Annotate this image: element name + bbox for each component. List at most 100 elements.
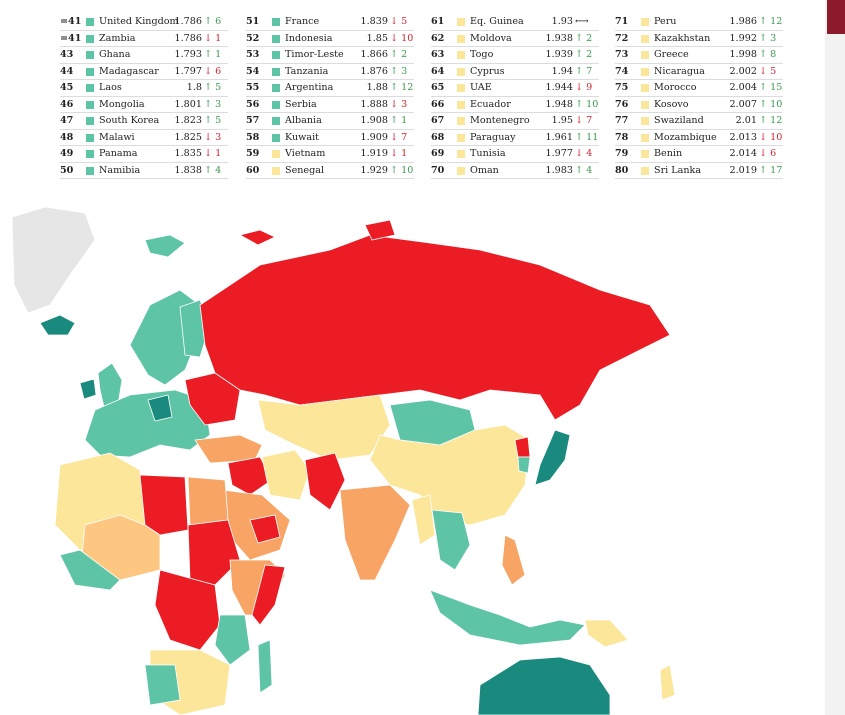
country-name: Kosovo [654,98,689,110]
rank-row: 73 Greece 1.998 ↑ 8 [615,47,783,64]
country-name: Cyprus [470,65,505,77]
score-value: 1.835 [174,148,202,159]
country-name: Kuwait [285,131,319,143]
arrow-up-icon: ↑ 2 [390,49,408,60]
score-value: 1.88 [366,82,388,93]
arrow-up-icon: ↑ 10 [390,164,414,176]
rank-number: 51 [246,16,260,27]
rank-column-3: 61 Eq. Guinea 1.93 ⟷ 62 Moldova 1.938 ↑ 2 63 Togo… [431,14,599,179]
rank-number: 65 [431,82,445,93]
score-value: 2.002 [729,65,757,77]
rank-row: 77 Swaziland 2.01 ↑ 12 [615,113,783,130]
rank-row: 53 Timor-Leste 1.866 ↑ 2 [246,47,414,64]
country-name: Swaziland [654,115,704,126]
arrow-up-icon: ↑ 12 [759,115,783,126]
rank-number: 58 [246,131,260,143]
country-name: Mozambique [654,131,717,143]
rank-row: 45 Laos 1.8 ↑ 5 [60,80,228,97]
rank-row: 46 Mongolia 1.801 ↑ 3 [60,97,228,113]
rank-column-4: 71 Peru 1.986 ↑ 12 72 Kazakhstan 1.992 ↑ 3 73 Gre… [615,14,783,179]
tier-swatch [457,150,465,158]
region-ireland [79,378,97,400]
region-indonesia [429,589,586,646]
tier-swatch [86,51,94,59]
rank-row: 79 Benin 2.014 ↓ 6 [615,146,783,163]
rank-row: 47 South Korea 1.823 ↑ 5 [60,113,228,130]
score-value: 2.004 [729,82,757,93]
tier-swatch [272,84,280,92]
tier-swatch [641,18,649,26]
tier-swatch [86,150,94,158]
tier-swatch [272,67,280,76]
tier-swatch [272,117,280,125]
country-name: Montenegro [470,115,530,126]
arrow-both-icon: ⟷ [575,16,589,27]
region-syria-iraq [227,456,273,496]
region-west-africa-coast [59,549,121,591]
tier-swatch [272,133,280,142]
region-yemen [249,514,281,544]
section-tab[interactable] [827,0,845,34]
rank-row: 67 Montenegro 1.95 ↓ 7 [431,113,599,130]
country-name: Madagascar [99,65,159,77]
tier-swatch [641,51,649,59]
region-myanmar [411,494,436,546]
region-greenland [11,206,96,314]
rank-number: 56 [246,98,260,110]
region-central-asia [257,394,391,461]
rank-number: 77 [615,115,629,126]
rank-number: 61 [431,16,445,27]
region-indochina [431,509,471,571]
region-angola-namibia [144,664,181,706]
score-value: 1.986 [729,16,757,27]
region-egypt [187,476,229,526]
tier-swatch [457,166,465,175]
score-value: 1.998 [729,49,757,60]
country-name: Togo [470,49,494,60]
country-name: Panama [99,148,138,159]
country-name: Nicaragua [654,65,705,77]
arrow-up-icon: ↑ 3 [204,98,222,110]
tier-swatch [641,166,649,175]
rank-row: 44 Madagascar 1.797 ↓ 6 [60,64,228,80]
rank-number: 44 [60,65,74,77]
arrow-up-icon: ↑ 2 [575,32,593,44]
score-value: 1.85 [366,32,388,44]
rank-row: 63 Togo 1.939 ↑ 2 [431,47,599,64]
arrow-up-icon: ↑ 1 [204,49,222,60]
arrow-up-icon: ↑ 17 [759,164,783,176]
rank-number: 54 [246,65,260,77]
rank-number: 64 [431,65,445,77]
arrow-down-icon: ↓ 6 [759,148,777,159]
world-map [11,206,676,715]
rank-row: 55 Argentina 1.88 ↑ 12 [246,80,414,97]
arrow-up-icon: ↑ 4 [575,164,593,176]
arrow-down-icon: ↓ 7 [390,131,408,143]
rank-row: 68 Paraguay 1.961 ↑ 11 [431,130,599,146]
country-name: Ghana [99,49,131,60]
country-name: Morocco [654,82,697,93]
rank-number: 60 [246,164,260,176]
tier-swatch [272,51,280,59]
region-south-korea [517,456,531,474]
arrow-up-icon: ↑ 11 [575,131,599,143]
tier-swatch [457,34,465,43]
arrow-down-icon: ↓ 1 [204,148,222,159]
country-name: Paraguay [470,131,516,143]
arrow-down-icon: ↓ 3 [390,98,408,110]
tier-swatch [272,166,280,175]
rank-number: 49 [60,148,74,159]
rank-row: 51 France 1.839 ↓ 5 [246,14,414,31]
country-name: Albania [285,115,322,126]
score-value: 1.825 [174,131,202,143]
rank-row: 61 Eq. Guinea 1.93 ⟷ [431,14,599,31]
arrow-up-icon: ↑ 1 [390,115,408,126]
score-value: 1.793 [174,49,202,60]
tier-swatch [86,34,94,43]
rank-row: 57 Albania 1.908 ↑ 1 [246,113,414,130]
tier-swatch [86,100,94,109]
rank-row: 70 Oman 1.983 ↑ 4 [431,163,599,179]
rank-row: 58 Kuwait 1.909 ↓ 7 [246,130,414,146]
rank-number: 57 [246,115,260,126]
rank-row: 66 Ecuador 1.948 ↑ 10 [431,97,599,113]
